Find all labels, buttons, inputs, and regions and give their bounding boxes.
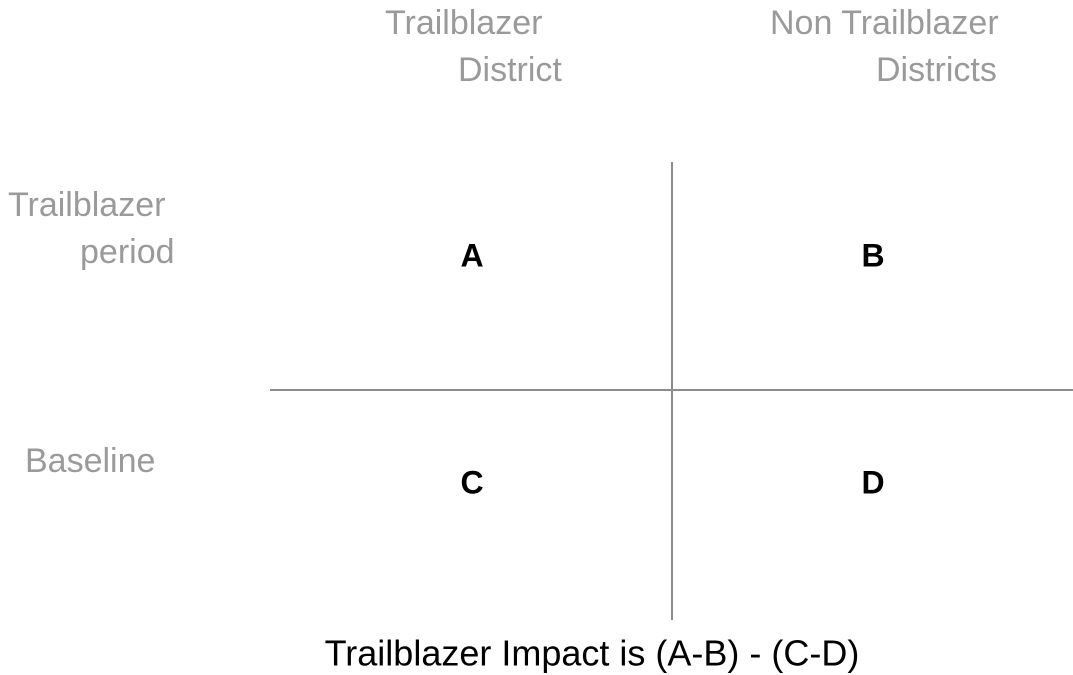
cell-label: A (460, 237, 483, 273)
row-header: period (80, 233, 175, 271)
column-header: Trailblazer (385, 4, 542, 42)
cell-label: D (861, 464, 884, 500)
column-header: District (458, 51, 562, 89)
column-header: Non Trailblazer (770, 4, 999, 42)
cell-label: C (460, 464, 483, 500)
cell-label: B (861, 237, 884, 273)
row-header: Trailblazer (8, 186, 165, 224)
column-header: Districts (876, 51, 997, 89)
row-header: Baseline (25, 442, 155, 480)
footer: Trailblazer Impact is (A-B) - (C-D) (325, 633, 860, 674)
